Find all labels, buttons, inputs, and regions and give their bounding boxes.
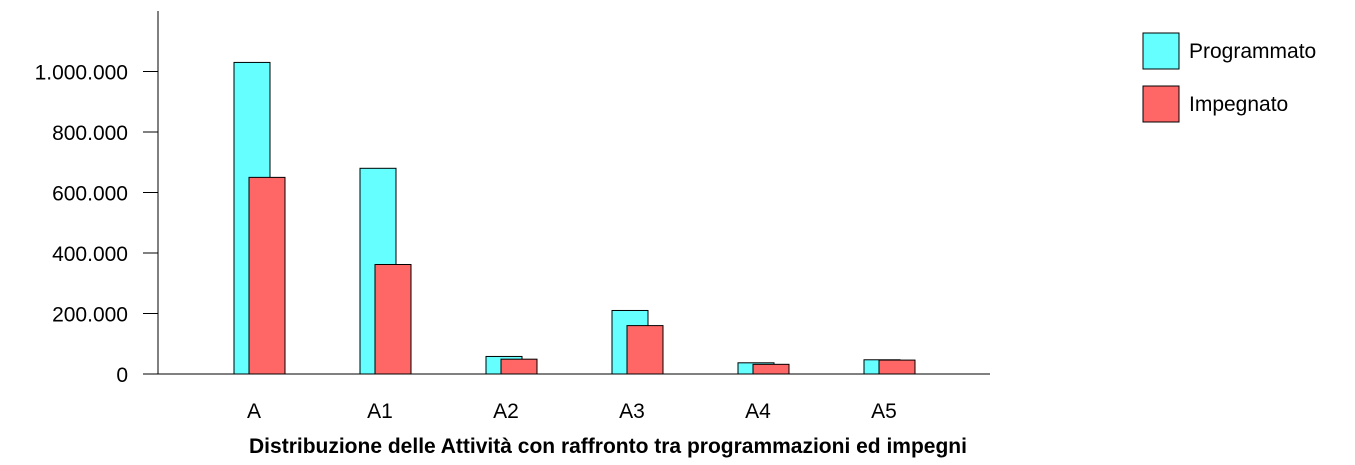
legend-swatch-impegnato (1142, 85, 1180, 123)
bar-impegnato-a4 (752, 363, 790, 375)
y-tick-label: 600.000 (52, 183, 128, 206)
y-tick-label: 200.000 (52, 304, 128, 327)
x-tick-label: A5 (871, 400, 897, 423)
bar-impegnato-a1 (374, 263, 412, 375)
bars (233, 61, 916, 375)
y-axis: 0 200.000 400.000 600.000 800.000 1.000.000 (35, 11, 159, 387)
x-axis: A A1 A2 A3 A4 A5 (143, 373, 990, 423)
legend-label-programmato: Programmato (1189, 40, 1316, 63)
y-tick-label: 1.000.000 (35, 62, 128, 85)
bar-impegnato-a (248, 176, 286, 375)
legend-label-impegnato: Impegnato (1189, 93, 1288, 116)
bar-impegnato-a5 (878, 359, 916, 375)
y-tick-label: 0 (116, 364, 128, 387)
x-tick-label: A4 (745, 400, 771, 423)
y-tick-label: 800.000 (52, 122, 128, 145)
bar-impegnato-a2 (500, 358, 538, 375)
x-tick-label: A3 (619, 400, 645, 423)
x-tick-label: A2 (493, 400, 519, 423)
legend-swatch-programmato (1142, 32, 1180, 70)
bar-impegnato-a3 (626, 325, 664, 375)
x-tick-label: A1 (367, 400, 393, 423)
legend: Programmato Impegnato (1142, 32, 1316, 123)
chart-title: Distribuzione delle Attività con raffron… (249, 435, 967, 458)
y-tick-label: 400.000 (52, 243, 128, 266)
x-tick-label: A (247, 400, 261, 423)
